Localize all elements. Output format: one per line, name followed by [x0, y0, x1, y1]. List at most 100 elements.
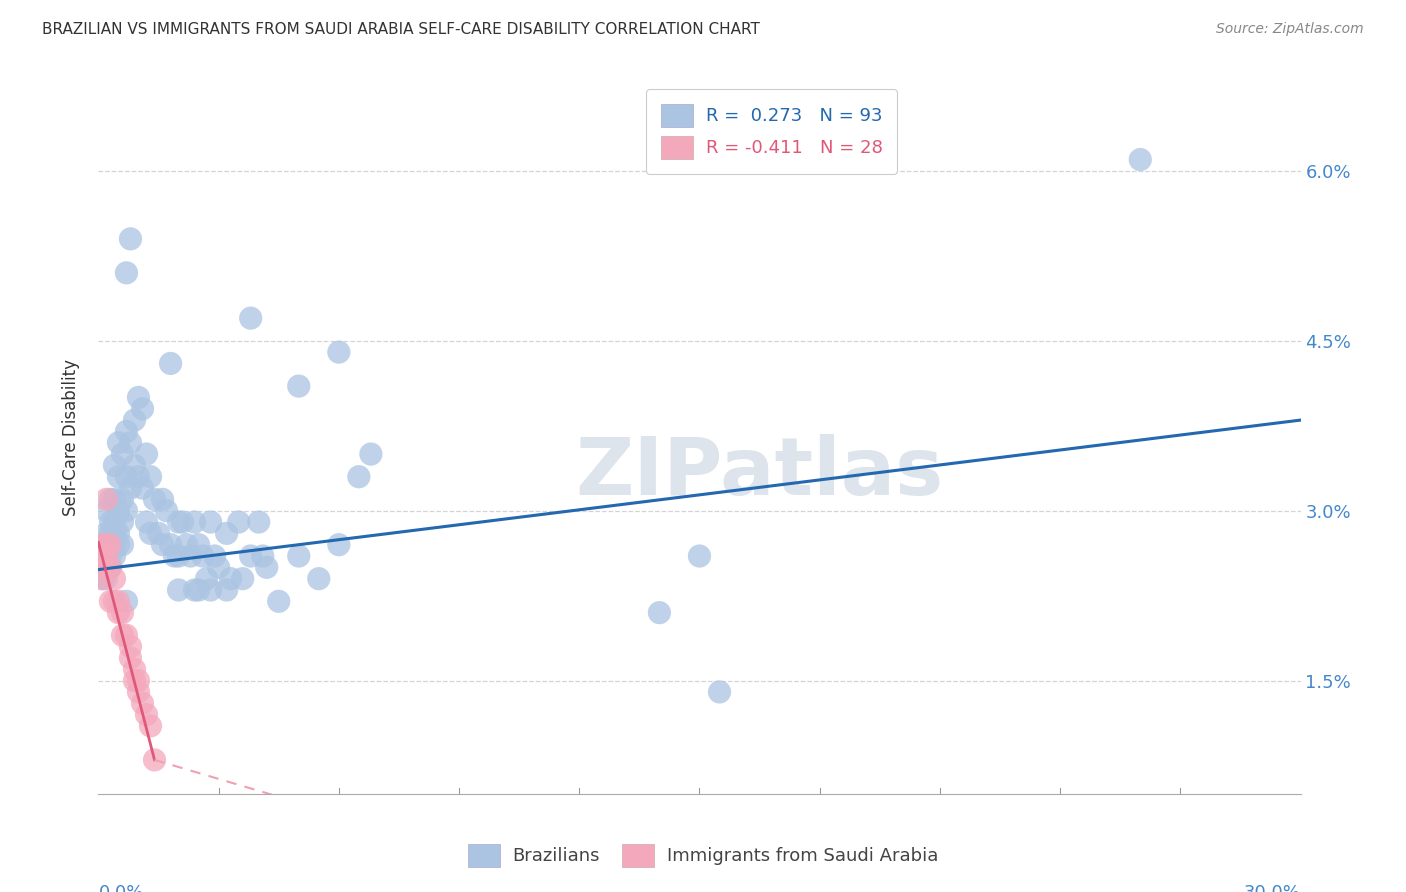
Point — [96, 538, 118, 552]
Point — [124, 673, 146, 688]
Point — [115, 469, 138, 483]
Point — [96, 560, 118, 574]
Point — [183, 515, 205, 529]
Point — [100, 549, 122, 563]
Legend: Brazilians, Immigrants from Saudi Arabia: Brazilians, Immigrants from Saudi Arabia — [460, 837, 946, 874]
Text: Source: ZipAtlas.com: Source: ZipAtlas.com — [1216, 22, 1364, 37]
Point — [115, 425, 138, 439]
Point — [187, 582, 209, 597]
Point — [96, 492, 118, 507]
Point — [187, 538, 209, 552]
Point — [215, 526, 238, 541]
Point — [135, 447, 157, 461]
Point — [308, 572, 330, 586]
Text: ZIPatlas: ZIPatlas — [575, 434, 943, 512]
Point — [124, 662, 146, 676]
Point — [347, 469, 370, 483]
Point — [124, 458, 146, 473]
Point — [689, 549, 711, 563]
Point — [180, 549, 202, 563]
Point — [247, 515, 270, 529]
Point — [159, 356, 181, 370]
Point — [195, 572, 218, 586]
Point — [96, 560, 118, 574]
Point — [328, 345, 350, 359]
Point — [115, 628, 138, 642]
Point — [288, 379, 311, 393]
Point — [111, 492, 134, 507]
Point — [91, 572, 114, 586]
Point — [91, 549, 114, 563]
Point — [103, 572, 125, 586]
Legend: R =  0.273   N = 93, R = -0.411   N = 28: R = 0.273 N = 93, R = -0.411 N = 28 — [647, 89, 897, 174]
Point — [91, 560, 114, 574]
Point — [100, 560, 122, 574]
Point — [128, 469, 150, 483]
Point — [91, 538, 114, 552]
Point — [228, 515, 250, 529]
Point — [239, 549, 262, 563]
Point — [232, 572, 254, 586]
Point — [131, 401, 153, 416]
Point — [131, 481, 153, 495]
Point — [252, 549, 274, 563]
Point — [167, 515, 190, 529]
Point — [107, 594, 129, 608]
Point — [267, 594, 290, 608]
Point — [91, 538, 114, 552]
Point — [328, 538, 350, 552]
Point — [215, 582, 238, 597]
Point — [163, 549, 186, 563]
Point — [96, 504, 118, 518]
Point — [288, 549, 311, 563]
Point — [111, 606, 134, 620]
Point — [131, 696, 153, 710]
Point — [239, 311, 262, 326]
Point — [709, 685, 731, 699]
Point — [139, 526, 162, 541]
Point — [183, 582, 205, 597]
Point — [200, 515, 222, 529]
Point — [91, 549, 114, 563]
Point — [111, 628, 134, 642]
Point — [103, 526, 125, 541]
Point — [107, 504, 129, 518]
Point — [128, 673, 150, 688]
Text: BRAZILIAN VS IMMIGRANTS FROM SAUDI ARABIA SELF-CARE DISABILITY CORRELATION CHART: BRAZILIAN VS IMMIGRANTS FROM SAUDI ARABI… — [42, 22, 761, 37]
Point — [128, 391, 150, 405]
Point — [96, 572, 118, 586]
Point — [91, 572, 114, 586]
Point — [143, 492, 166, 507]
Point — [159, 538, 181, 552]
Point — [107, 606, 129, 620]
Point — [96, 549, 118, 563]
Point — [120, 640, 142, 654]
Point — [111, 515, 134, 529]
Point — [360, 447, 382, 461]
Y-axis label: Self-Care Disability: Self-Care Disability — [62, 359, 80, 516]
Point — [204, 549, 226, 563]
Point — [172, 515, 194, 529]
Point — [107, 538, 129, 552]
Point — [91, 560, 114, 574]
Point — [208, 560, 231, 574]
Point — [120, 232, 142, 246]
Point — [103, 538, 125, 552]
Point — [103, 594, 125, 608]
Point — [100, 538, 122, 552]
Point — [135, 515, 157, 529]
Point — [139, 469, 162, 483]
Point — [115, 504, 138, 518]
Point — [120, 481, 142, 495]
Point — [124, 413, 146, 427]
Point — [152, 492, 174, 507]
Point — [128, 685, 150, 699]
Point — [120, 651, 142, 665]
Point — [176, 538, 198, 552]
Point — [167, 582, 190, 597]
Point — [100, 526, 122, 541]
Point — [167, 549, 190, 563]
Text: 30.0%: 30.0% — [1244, 885, 1301, 892]
Point — [100, 594, 122, 608]
Point — [135, 707, 157, 722]
